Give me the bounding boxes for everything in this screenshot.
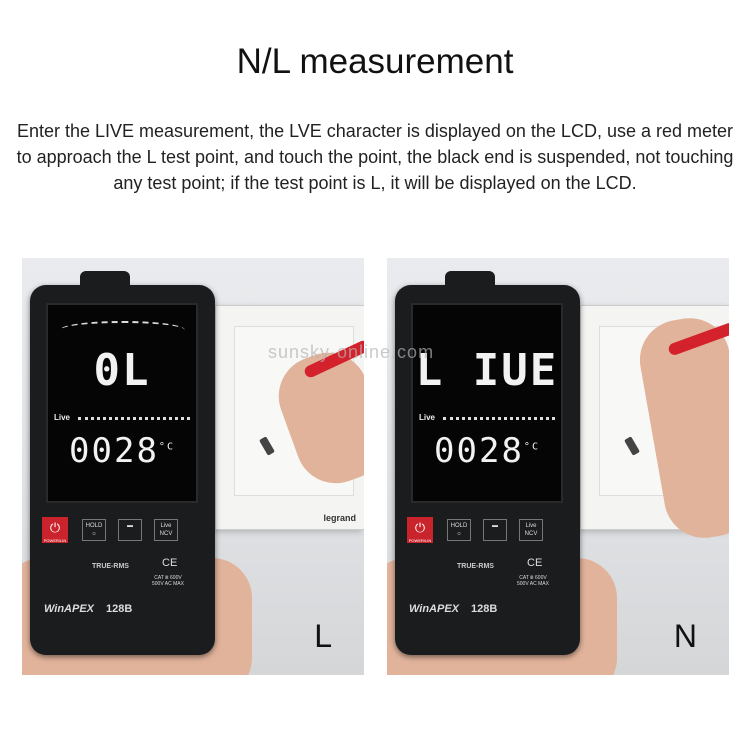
- page-title: N/L measurement: [236, 42, 514, 81]
- secondary-display: 0028°C: [69, 431, 175, 471]
- terminal-label: N: [673, 618, 697, 654]
- watermark: sunsky-online.com: [268, 342, 435, 362]
- main-display: L IUE: [415, 345, 559, 396]
- bargraph: [443, 417, 555, 421]
- ce-mark: CE: [527, 557, 543, 569]
- ce-mark: CE: [162, 557, 178, 569]
- flashlight-button: ▬: [118, 519, 142, 541]
- hold-button: HOLD ☼: [82, 519, 106, 541]
- photo-panel-n: legrand L IUE Live 0028°C ⏻POWER/LIN HOL…: [387, 258, 729, 675]
- photo-panel-l: legrand 0L Live 0028°C ⏻ POWER/LIN HOLD ☼ …: [22, 258, 364, 675]
- flashlight-button: ▬: [483, 519, 507, 541]
- multimeter: 0L Live 0028°C ⏻ POWER/LIN HOLD ☼ ▬ Live NC…: [30, 271, 215, 655]
- terminal-label: L: [314, 618, 332, 654]
- hold-button: HOLD ☼: [447, 519, 471, 541]
- live-ncv-button: Live NCV: [154, 519, 178, 541]
- live-label: Live: [419, 413, 436, 422]
- cat-rating: CAT Ⅲ 600V 500V AC MAX: [517, 575, 549, 587]
- power-button: ⏻ POWER/LIN: [407, 517, 433, 543]
- true-rms-label: TRUE-RMS: [92, 563, 129, 570]
- true-rms-label: TRUE-RMS: [457, 563, 494, 570]
- multimeter: L IUE Live 0028°C ⏻ POWER/LIN HOLD ☼ ▬ Liv…: [395, 271, 580, 655]
- description: Enter the LIVE measurement, the LVE char…: [16, 121, 734, 193]
- brand-logo: WinAPEX 128B: [409, 603, 498, 615]
- lcd-screen: 0L Live 0028°C: [46, 303, 198, 503]
- brand-logo: WinAPEX 128B: [44, 603, 133, 615]
- lcd-screen: L IUE Live 0028°C: [411, 303, 563, 503]
- secondary-display: 0028°C: [434, 431, 540, 471]
- power-button: ⏻ POWER/LIN: [42, 517, 68, 543]
- main-display: 0L: [93, 345, 151, 396]
- cat-rating: CAT Ⅲ 600V 500V AC MAX: [152, 575, 184, 587]
- bargraph: [78, 417, 190, 421]
- socket-brand: legrand: [323, 513, 356, 523]
- live-ncv-button: Live NCV: [519, 519, 543, 541]
- analog-scale: [60, 321, 185, 339]
- live-label: Live: [54, 413, 71, 422]
